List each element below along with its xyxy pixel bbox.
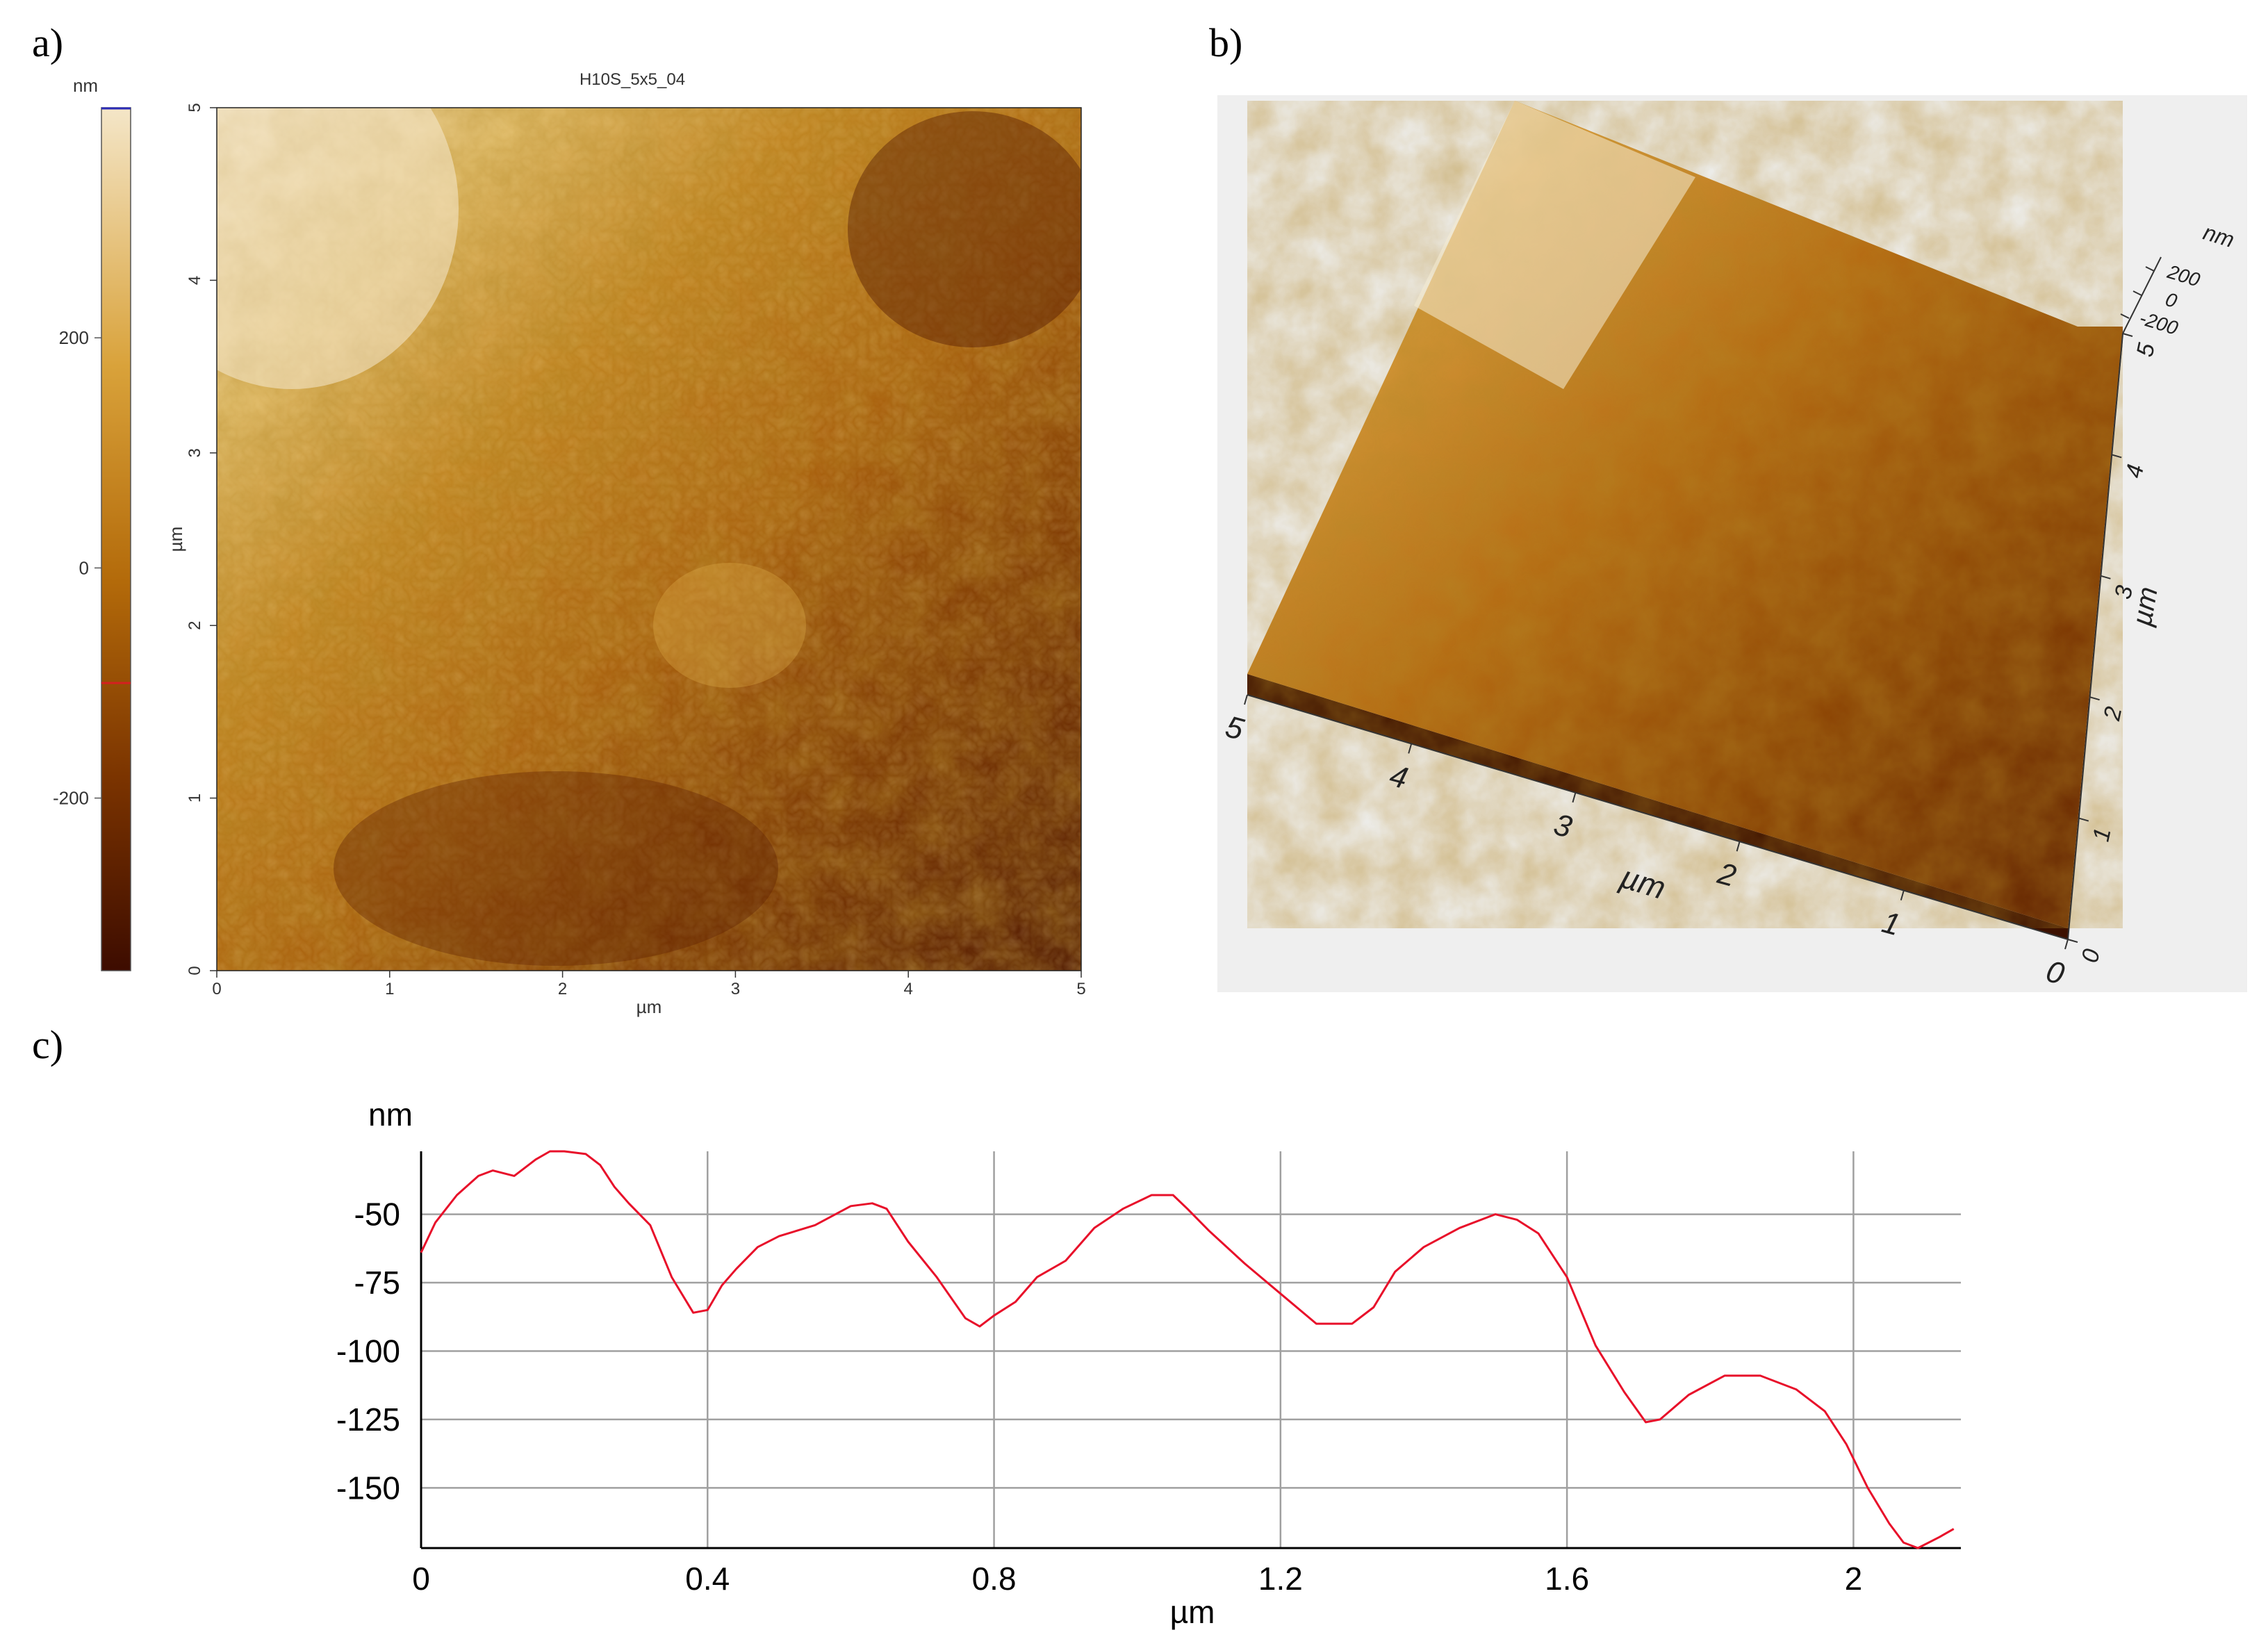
- afm-x-tick-label: 0: [212, 980, 221, 998]
- surface-highlight: [1414, 101, 1695, 389]
- surface-front-face: [1247, 674, 2068, 939]
- profile-x-tick-label: 1.2: [1258, 1561, 1303, 1597]
- panel-label-b: b): [1209, 20, 1243, 65]
- afm-image-frame: [216, 107, 1082, 971]
- afm-image-title: H10S_5x5_04: [580, 70, 685, 89]
- colorbar-tick-label: 200: [59, 327, 89, 348]
- surface-x-tick: [1900, 890, 1905, 900]
- surface-x-tick: [1244, 694, 1248, 705]
- profile-x-tick-label: 0: [412, 1561, 430, 1597]
- surface-z-axis-line: [2122, 256, 2162, 334]
- profile-y-axis-label: nm: [368, 1096, 413, 1133]
- profile-y-tick-label: -50: [354, 1196, 400, 1233]
- surface-x-tick: [1736, 841, 1741, 852]
- afm-x-tick-label: 1: [385, 980, 394, 998]
- afm-x-tick-label: 3: [731, 980, 740, 998]
- afm-x-tick-label: 2: [558, 980, 567, 998]
- surface-x-axis-line: [1247, 694, 2069, 940]
- profile-y-tick-label: -150: [336, 1470, 400, 1506]
- surface-y-tick: [2122, 333, 2133, 337]
- panel-label-a: a): [32, 20, 64, 65]
- afm-x-tick-label: 5: [1076, 980, 1085, 998]
- afm-y-tick-label: 3: [186, 448, 204, 457]
- surface-y-axis-line: [2067, 333, 2123, 940]
- profile-y-tick-label: -125: [336, 1401, 400, 1438]
- surface-y-tick: [2089, 696, 2100, 701]
- panel-a-heightmap: nm 200 0 -200 H10S_5x5_04 0 1 2 3 4 5 0 1 2 3 4 5 µm…: [53, 70, 1086, 1017]
- afm-y-tick-label: 0: [186, 966, 204, 975]
- afm-y-tick-label: 4: [186, 276, 204, 285]
- surface-x-tick: [1572, 792, 1577, 803]
- afm-y-tick-label: 5: [186, 103, 204, 112]
- profile-x-axis-label: µm: [1170, 1594, 1215, 1630]
- colorbar: [101, 107, 131, 971]
- afm-y-axis-label: µm: [165, 527, 186, 552]
- surface-y-tick: [2078, 817, 2089, 822]
- afm-x-axis-label: µm: [636, 996, 662, 1017]
- profile-x-tick-label: 2: [1845, 1561, 1863, 1597]
- surface-z-tick: [2145, 266, 2155, 272]
- profile-x-tick-label: 1.6: [1545, 1561, 1589, 1597]
- afm-y-tick-label: 1: [186, 793, 204, 803]
- surface-x-tick: [1408, 743, 1413, 754]
- panel-label-c: c): [32, 1022, 64, 1067]
- surface-y-tick: [2067, 939, 2078, 943]
- profile-x-tick-label: 0.8: [972, 1561, 1017, 1597]
- afm-x-tick-label: 4: [904, 980, 913, 998]
- colorbar-tick-label: 0: [79, 557, 89, 578]
- profile-y-tick-label: -100: [336, 1333, 400, 1369]
- surface-z-tick: [2120, 313, 2130, 319]
- surface-y-tick: [2111, 454, 2122, 459]
- profile-y-tick-label: -75: [354, 1265, 400, 1301]
- panel-c-line-profile: 0 0.4 0.8 1.2 1.6 2 -50 -75 -100 -125 -150 µm nm: [336, 1096, 1961, 1630]
- afm-height-image: [217, 108, 1081, 971]
- surface-y-axis-label: µm: [2126, 584, 2163, 629]
- profile-x-tick-label: 0.4: [685, 1561, 730, 1597]
- surface-x-tick: [2064, 939, 2069, 950]
- surface-y-tick: [2101, 575, 2111, 579]
- profile-line: [420, 1150, 1955, 1549]
- colorbar-tick-label: -200: [53, 788, 89, 809]
- afm-y-tick-label: 2: [186, 621, 204, 630]
- surface-z-tick: [2133, 290, 2142, 296]
- colorbar-unit-label: nm: [73, 75, 98, 96]
